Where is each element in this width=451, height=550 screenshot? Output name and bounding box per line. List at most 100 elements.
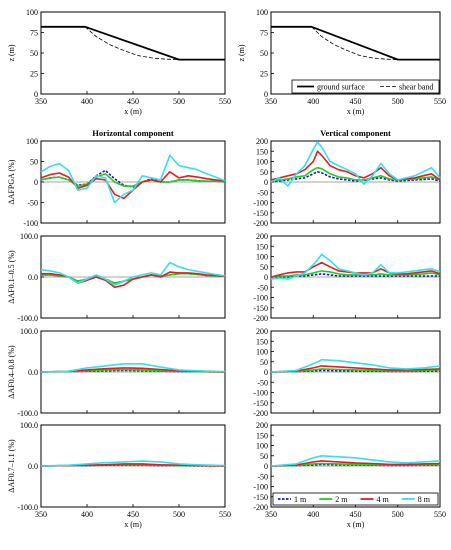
pga-horizontal-ytick-label: 0 [34,178,38,187]
af01-05-vertical-ytick-label: 0 [264,273,268,282]
af04-08-horizontal-ytick-label: -100.0 [17,409,38,418]
cross-section-right-series-ground-surface [271,25,440,61]
af01-05-horizontal-series-4-m [41,271,226,289]
pga-horizontal-ytick-label: 100 [26,137,38,146]
pga-vertical-ytick-label: -50 [257,188,268,197]
af04-08-vertical-ytick-label: 150 [256,337,268,346]
af04-08-vertical-ytick-label: -100 [253,389,268,398]
af01-05-horizontal-ytick-label: -100.0 [17,314,38,323]
af04-08-vertical-series-4-m [270,365,441,373]
af07-11-vertical-xlabel: x (m) [347,520,365,529]
af01-05-vertical-ytick-label: -150 [253,304,268,313]
cross-section-right-xtick-label: 350 [265,97,277,106]
af07-11-horizontal-ylabel: ΔAF0.7–1.1 (%) [7,439,16,493]
af04-08-horizontal-ylabel: ΔAF0.4–0.8 (%) [7,345,16,399]
af04-08-vertical-ytick-label: 50 [260,358,268,367]
af07-11-horizontal-xtick-label: 400 [81,510,93,519]
af07-11-vertical-ytick-label: -150 [253,493,268,502]
cross-section-right-series-shear-band [311,26,398,60]
cross-section-left-ytick-label: 0 [34,90,38,99]
af07-11-horizontal-ytick-label: -100.0 [17,503,38,512]
af07-11-vertical-ytick-label: 0 [264,462,268,471]
pga-horizontal-series-8-m [40,154,226,204]
af01-05-vertical-series-8-m [270,253,441,280]
af04-08-vertical-ytick-label: -50 [257,378,268,387]
cross-section-left-ytick-label: 75 [30,29,38,38]
cross-section-right-xlabel: x (m) [347,107,365,116]
cross-section-left-series-shear-band [84,26,180,60]
af07-11-vertical-ytick-label: -200 [253,503,268,512]
cross-section-left-ylabel: z (m) [7,44,16,61]
af04-08-vertical-series-8-m [270,358,441,373]
cross-section-right-ytick-label: 50 [260,49,268,58]
cross-section-right-legend-label-shear: shear band [399,83,433,92]
cross-section-right-ytick-label: 100 [256,8,268,17]
pga-vertical-series-1-m [270,171,441,183]
af07-11-horizontal-xtick-label: 550 [219,510,231,519]
af07-11-vertical-ytick-label: 150 [256,431,268,440]
cross-section-right-xtick-label: 400 [307,97,319,106]
pga-horizontal-title: Horizontal component [92,128,174,138]
af04-08-vertical-ytick-label: -150 [253,399,268,408]
af07-11-vertical-xtick-label: 500 [392,510,404,519]
pga-vertical-ytick-label: -100 [253,199,268,208]
af01-05-vertical-series-1-m [271,273,440,278]
pga-vertical-ytick-label: 200 [256,137,268,146]
af07-11-vertical-xtick-label: 400 [307,510,319,519]
af07-11-vertical-legend-label-8-m: 8 m [418,495,431,504]
cross-section-right-legend-label-ground: ground surface [317,83,365,92]
pga-vertical-ytick-label: 150 [256,147,268,156]
cross-section-left-frame [40,11,226,95]
pga-horizontal-series-4-m [40,171,226,200]
af07-11-vertical-legend-label-2-m: 2 m [335,495,348,504]
af07-11-vertical-ytick-label: 200 [256,421,268,430]
cross-section-right-ylabel: z (m) [237,44,246,61]
af04-08-horizontal-series-8-m [40,362,226,373]
cross-section-right-xtick-label: 550 [434,97,446,106]
cross-section-left-xtick-label: 550 [219,97,231,106]
pga-vertical-ytick-label: -150 [253,209,268,218]
pga-vertical-ytick-label: 100 [256,158,268,167]
pga-vertical-series-8-m [270,141,441,187]
cross-section-left-xtick-label: 500 [173,97,185,106]
af01-05-vertical-ytick-label: 150 [256,242,268,251]
af07-11-vertical-ytick-label: 50 [260,452,268,461]
pga-horizontal-ylabel: ΔAFPGA (%) [7,159,16,204]
af07-11-horizontal-xlabel: x (m) [124,520,142,529]
af01-05-vertical-ytick-label: -200 [253,314,268,323]
pga-horizontal-ytick-label: 50 [30,158,38,167]
af07-11-horizontal-series-8-m [40,460,226,467]
af07-11-vertical-legend-box [272,492,439,506]
af04-08-vertical-ytick-label: 100 [256,348,268,357]
af01-05-vertical-ytick-label: -50 [257,283,268,292]
af01-05-horizontal-ytick-label: 100.0 [20,232,38,241]
af04-08-horizontal-ytick-label: 0.0 [28,368,38,377]
cross-section-left-xtick-label: 400 [81,97,93,106]
cross-section-right-legend-box [291,79,440,94]
af01-05-horizontal-series-8-m [40,261,226,287]
af07-11-horizontal-ytick-label: 100.0 [20,421,38,430]
cross-section-right-xtick-label: 500 [392,97,404,106]
cross-section-right-ytick-label: 25 [260,70,268,79]
pga-vertical-ytick-label: 50 [260,168,268,177]
af07-11-vertical-xtick-label: 550 [434,510,446,519]
af04-08-vertical-series-2-m [270,368,441,373]
cross-section-left-series-ground-surface [41,25,225,61]
af07-11-vertical-ytick-label: -50 [257,472,268,481]
af01-05-vertical-ytick-label: 50 [260,263,268,272]
pga-horizontal-series-2-m [40,173,226,187]
af01-05-vertical-ytick-label: 200 [256,232,268,241]
cross-section-left-ytick-label: 50 [30,49,38,58]
cross-section-right-ytick-label: 75 [260,29,268,38]
af07-11-vertical-ytick-label: 100 [256,442,268,451]
af07-11-vertical-ytick-label: -100 [253,483,268,492]
pga-horizontal-ytick-label: -100 [23,219,38,228]
pga-vertical-title: Vertical component [320,128,391,138]
pga-horizontal-ytick-label: -50 [27,199,38,208]
af07-11-horizontal-xtick-label: 350 [35,510,47,519]
af07-11-vertical-legend-label-4-m: 4 m [377,495,390,504]
af04-08-vertical-ytick-label: 0 [264,368,268,377]
af01-05-horizontal-ylabel: ΔAF0.1–0.5 (%) [7,250,16,304]
cross-section-right-ytick-label: 0 [264,90,268,99]
